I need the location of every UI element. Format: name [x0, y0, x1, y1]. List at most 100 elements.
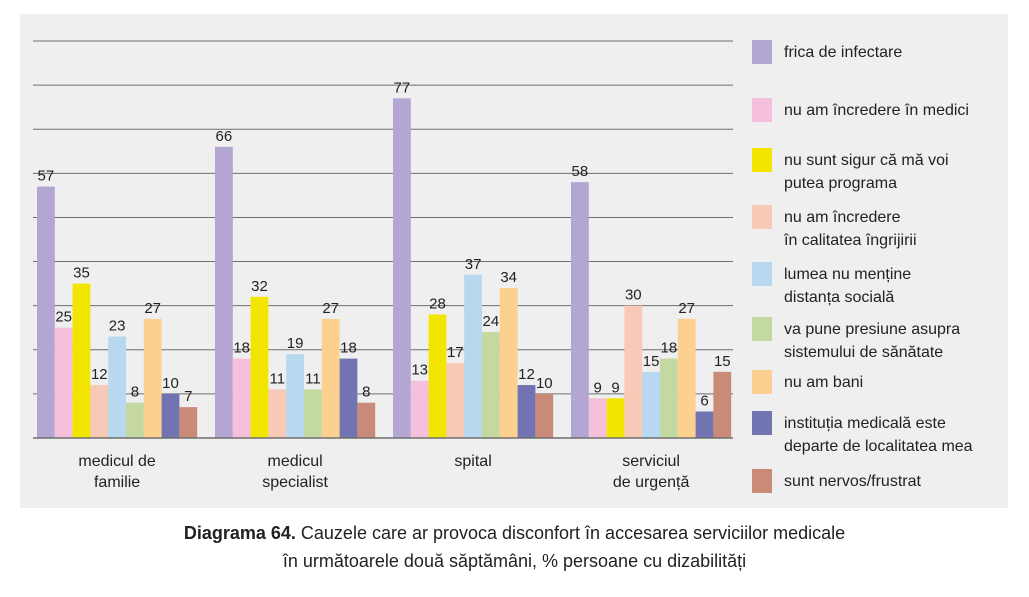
- legend-label: frica de infectare: [784, 44, 902, 61]
- data-label: 27: [678, 300, 695, 317]
- bar: [357, 402, 376, 438]
- legend-swatch: [752, 205, 772, 229]
- x-tick-label: serviciul de urgență: [613, 453, 690, 491]
- x-tick-label: spital: [454, 453, 491, 470]
- legend-swatch: [752, 98, 772, 122]
- bar: [215, 146, 233, 438]
- legend-swatch: [752, 411, 772, 435]
- data-label: 32: [251, 278, 268, 295]
- bar: [695, 411, 714, 438]
- data-label: 18: [233, 340, 250, 357]
- data-label: 10: [536, 375, 553, 392]
- bar: [126, 402, 144, 438]
- bar: [161, 393, 180, 438]
- legend-label: nu am încredere în calitatea îngrijirii: [783, 209, 917, 249]
- caption-line-1: Diagrama 64. Cauzele care ar provoca dis…: [0, 519, 1029, 547]
- data-label: 11: [305, 370, 321, 387]
- data-label: 27: [322, 300, 339, 317]
- data-label: 28: [429, 295, 446, 312]
- legend-swatch: [752, 262, 772, 286]
- data-label: 12: [518, 366, 535, 383]
- legend-label: instituția medicală este departe de local…: [784, 415, 973, 455]
- data-label: 18: [661, 340, 678, 357]
- bar: [606, 398, 625, 438]
- data-label: 23: [109, 318, 126, 335]
- data-label: 34: [500, 269, 517, 286]
- bar: [72, 283, 91, 438]
- data-label: 58: [572, 163, 589, 180]
- data-label: 12: [91, 366, 108, 383]
- bar: [446, 363, 465, 438]
- bar: [393, 98, 411, 438]
- bar: [304, 389, 322, 438]
- data-label: 8: [131, 384, 139, 401]
- legend-label: lumea nu menține distanța socială: [784, 266, 911, 306]
- legend-swatch: [752, 148, 772, 172]
- bar: [410, 380, 429, 438]
- legend-swatch: [752, 40, 772, 64]
- legend-label: sunt nervos/frustrat: [784, 473, 922, 490]
- bar: [624, 305, 643, 438]
- bar: [677, 318, 696, 438]
- data-label: 10: [162, 375, 179, 392]
- data-label: 57: [38, 168, 55, 185]
- data-label: 6: [700, 393, 708, 410]
- x-tick-label: medicul specialist: [262, 453, 328, 491]
- caption-label: Diagrama 64.: [183, 523, 296, 543]
- bar: [499, 288, 518, 438]
- bar: [535, 393, 554, 438]
- legend-label: nu sunt sigur că mă voi putea programa: [784, 152, 949, 192]
- data-label: 19: [287, 335, 304, 352]
- data-label: 11: [270, 370, 286, 387]
- data-label: 9: [594, 379, 602, 396]
- data-label: 37: [465, 256, 482, 273]
- bar: [428, 314, 447, 438]
- data-label: 35: [73, 265, 90, 282]
- legend-swatch: [752, 317, 772, 341]
- legend-label: va pune presiune asupra sistemului de săn…: [784, 321, 960, 361]
- data-label: 15: [643, 353, 660, 370]
- bar: [250, 296, 269, 438]
- bar: [517, 385, 536, 438]
- data-label: 77: [394, 79, 411, 96]
- bar: [54, 327, 73, 438]
- bar: [37, 186, 55, 438]
- legend-swatch: [752, 370, 772, 394]
- bar: [464, 274, 482, 438]
- data-label: 17: [447, 344, 464, 361]
- data-label: 15: [714, 353, 731, 370]
- bar: [108, 336, 126, 438]
- bar-chart: 57 66 77 58 25 18 13 9 35 32 28 9 12 11 17 30 23 19 37 15 8 1…: [33, 40, 973, 493]
- bar: [571, 182, 589, 438]
- data-label: 8: [362, 384, 370, 401]
- chart-caption: Diagrama 64. Cauzele care ar provoca dis…: [0, 519, 1029, 575]
- data-label: 9: [611, 379, 619, 396]
- bar: [143, 318, 162, 438]
- legend-label: nu am bani: [784, 374, 863, 391]
- data-label: 24: [483, 313, 500, 330]
- bar: [321, 318, 340, 438]
- bar: [339, 358, 358, 438]
- legend-swatch: [752, 469, 772, 493]
- bar: [232, 358, 251, 438]
- x-tick-label: medicul de familie: [78, 453, 155, 491]
- bar: [268, 389, 287, 438]
- data-label: 30: [625, 287, 642, 304]
- legend-label: nu am încredere în medici: [784, 102, 969, 119]
- data-label: 18: [340, 340, 357, 357]
- data-label: 66: [216, 128, 233, 145]
- bar: [660, 358, 678, 438]
- chart-panel: 57 66 77 58 25 18 13 9 35 32 28 9 12 11 17 30 23 19 37 15 8 1…: [20, 14, 1008, 508]
- bar: [286, 354, 304, 438]
- bar: [642, 371, 660, 438]
- caption-line-2: în următoarele două săptămâni, % persoan…: [282, 551, 747, 571]
- bar: [713, 371, 732, 438]
- bar: [588, 398, 607, 438]
- bar: [90, 385, 109, 438]
- data-label: 25: [55, 309, 72, 326]
- bar: [179, 407, 198, 438]
- data-label: 7: [184, 388, 192, 405]
- data-label: 13: [411, 362, 428, 379]
- data-label: 27: [144, 300, 161, 317]
- bar: [482, 332, 500, 438]
